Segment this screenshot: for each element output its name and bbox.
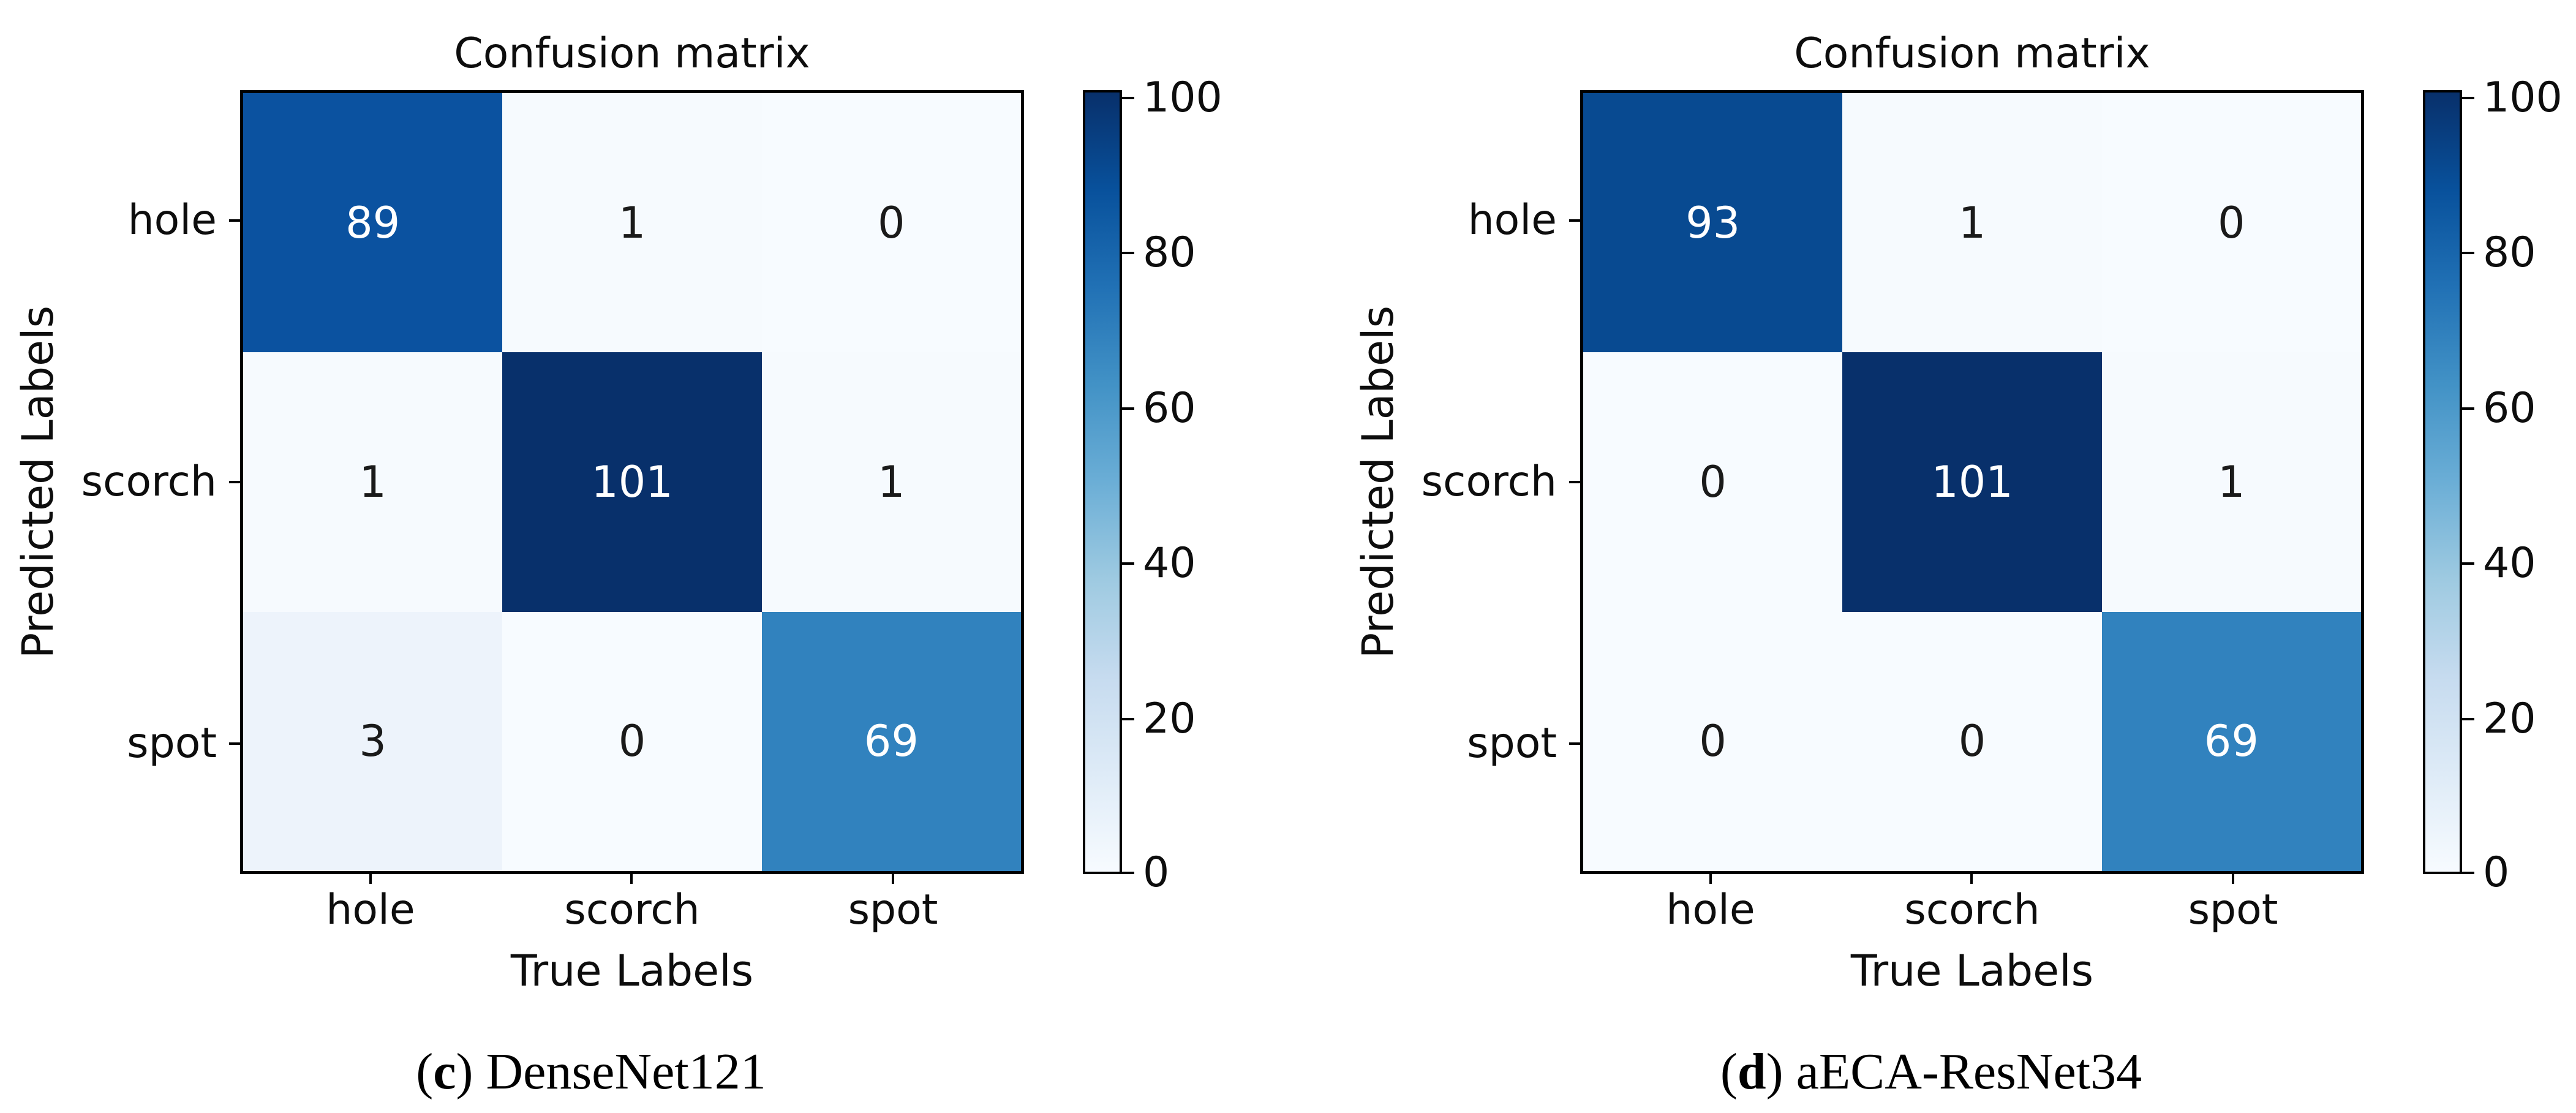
chart-title: Confusion matrix (454, 29, 810, 78)
colorbar-tick-mark (1122, 407, 1134, 410)
colorbar-tick-mark (1122, 562, 1134, 565)
matrix-cell: 101 (1842, 352, 2102, 612)
xtick-label-scorch: scorch (1904, 886, 2040, 934)
colorbar-tick-label: 100 (1143, 74, 1222, 122)
colorbar-tick-label: 80 (2483, 228, 2536, 277)
colorbar-tick-label: 100 (2483, 74, 2563, 122)
y-tick-mark (1569, 219, 1580, 222)
colorbar-tick-label: 60 (1143, 384, 1196, 432)
heatmap-matrix: 89 1 0 1 101 1 3 0 69 (240, 90, 1024, 874)
y-tick-mark (1569, 481, 1580, 483)
x-tick-mark (2232, 874, 2234, 884)
colorbar-tick-label: 20 (2483, 695, 2536, 743)
colorbar-tick-label: 40 (1143, 539, 1196, 587)
colorbar-gradient (1083, 90, 1122, 874)
ytick-label-spot: spot (127, 719, 217, 768)
caption-text: ) aECA-ResNet34 (1766, 1043, 2142, 1100)
matrix-cell: 0 (2101, 93, 2361, 353)
colorbar-tick-mark (1122, 252, 1134, 254)
colorbar-tick-label: 60 (2483, 384, 2536, 432)
xtick-label-spot: spot (848, 886, 938, 934)
matrix-cell: 1 (243, 352, 503, 612)
matrix-cell: 0 (1583, 352, 1843, 612)
matrix-cell: 0 (1842, 611, 2102, 871)
x-tick-mark (630, 874, 633, 884)
caption-letter: d (1737, 1043, 1766, 1100)
y-tick-mark (1569, 742, 1580, 745)
y-tick-mark (229, 742, 240, 745)
colorbar-tick-mark (1122, 718, 1134, 720)
colorbar-tick-mark (2462, 718, 2474, 720)
x-tick-mark (1970, 874, 1973, 884)
matrix-cell: 0 (761, 93, 1021, 353)
x-axis-label: True Labels (1850, 946, 2094, 996)
colorbar-tick-mark (2462, 252, 2474, 254)
ytick-label-hole: hole (127, 196, 217, 244)
colorbar-tick-label: 80 (1143, 228, 1196, 277)
colorbar-tick-mark (2462, 97, 2474, 99)
matrix-cell: 1 (761, 352, 1021, 612)
matrix-cell: 69 (761, 611, 1021, 871)
colorbar-tick-label: 20 (1143, 695, 1196, 743)
colorbar-tick-mark (2462, 562, 2474, 565)
colorbar-tick-mark (1122, 97, 1134, 99)
x-tick-mark (369, 874, 372, 884)
colorbar-tick-label: 0 (1143, 848, 1170, 897)
y-tick-mark (229, 481, 240, 483)
ytick-label-hole: hole (1467, 196, 1557, 244)
caption-text: ) DenseNet121 (456, 1043, 766, 1100)
ytick-label-scorch: scorch (81, 458, 217, 506)
colorbar-tick-mark (2462, 407, 2474, 410)
matrix-cell: 101 (502, 352, 762, 612)
matrix-cell: 89 (243, 93, 503, 353)
matrix-cell: 3 (243, 611, 503, 871)
subfigure-caption: (d) aECA-ResNet34 (1340, 1041, 2522, 1103)
subfigure-caption: (c) DenseNet121 (0, 1041, 1182, 1103)
matrix-cell: 69 (2101, 611, 2361, 871)
xtick-label-hole: hole (326, 886, 415, 934)
colorbar-gradient (2423, 90, 2462, 874)
matrix-cell: 1 (1842, 93, 2102, 353)
y-tick-mark (229, 219, 240, 222)
caption-paren: ( (1720, 1043, 1738, 1100)
matrix-cell: 0 (502, 611, 762, 871)
matrix-cell: 93 (1583, 93, 1843, 353)
caption-paren: ( (416, 1043, 434, 1100)
colorbar-tick-label: 0 (2483, 848, 2510, 897)
panel-d: Confusion matrix Predicted Labels 93 1 0… (1340, 0, 2576, 1113)
colorbar-tick-label: 40 (2483, 539, 2536, 587)
caption-letter: c (433, 1043, 456, 1100)
x-tick-mark (892, 874, 894, 884)
panel-c: Confusion matrix Predicted Labels 89 1 0… (0, 0, 1236, 1113)
colorbar-tick-mark (2462, 872, 2474, 874)
xtick-label-hole: hole (1666, 886, 1755, 934)
chart-title: Confusion matrix (1794, 29, 2150, 78)
ytick-label-scorch: scorch (1421, 458, 1557, 506)
xtick-label-scorch: scorch (564, 886, 700, 934)
xtick-label-spot: spot (2188, 886, 2278, 934)
matrix-cell: 1 (502, 93, 762, 353)
matrix-cell: 0 (1583, 611, 1843, 871)
colorbar-tick-mark (1122, 872, 1134, 874)
ytick-label-spot: spot (1467, 719, 1557, 768)
x-axis-label: True Labels (510, 946, 754, 996)
heatmap-matrix: 93 1 0 0 101 1 0 0 69 (1580, 90, 2364, 874)
matrix-cell: 1 (2101, 352, 2361, 612)
x-tick-mark (1709, 874, 1712, 884)
